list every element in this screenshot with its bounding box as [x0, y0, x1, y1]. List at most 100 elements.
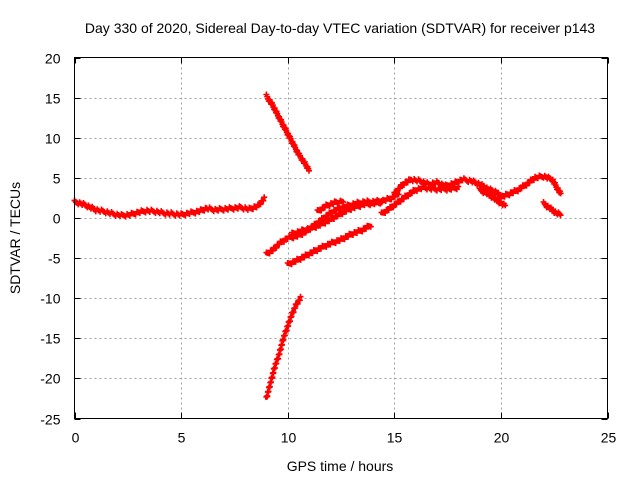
data-point [469, 179, 473, 183]
y-axis-label: SDTVAR / TECUs [7, 182, 23, 294]
data-point [414, 188, 418, 192]
y-tick-label: -10 [40, 291, 60, 307]
data-point [559, 192, 563, 196]
data-point [296, 152, 300, 156]
data-point [533, 176, 537, 180]
data-point [269, 380, 273, 384]
data-point [230, 206, 234, 210]
grid [74, 57, 608, 419]
chart-title: Day 330 of 2020, Sidereal Day-to-day VTE… [85, 20, 595, 36]
data-point [296, 258, 300, 262]
data-point [318, 246, 322, 250]
x-tick-label: 15 [387, 430, 403, 446]
data-point [345, 208, 349, 212]
data-point [264, 94, 268, 98]
data-point [328, 211, 332, 215]
data-point [290, 312, 294, 316]
data-point [503, 204, 507, 208]
data-point [79, 202, 83, 206]
x-tick-label: 0 [72, 430, 80, 446]
data-point [136, 210, 140, 214]
data-point [478, 182, 482, 186]
plot-frame [74, 57, 608, 419]
data-point [548, 206, 552, 210]
data-point [188, 211, 192, 215]
data-point [456, 185, 460, 189]
data-point [307, 168, 311, 172]
data-point [239, 206, 243, 210]
data-point [303, 161, 307, 165]
data-point [94, 208, 98, 212]
data-point [524, 182, 528, 186]
data-point [350, 232, 354, 236]
y-tick-label: -5 [48, 251, 61, 267]
data-point [145, 209, 149, 213]
data-point [256, 204, 260, 208]
data-point [281, 336, 285, 340]
y-tick-label: -25 [40, 412, 60, 428]
data-point [499, 195, 503, 199]
data-point [369, 223, 373, 227]
data-point [516, 188, 520, 192]
y-tick-label: 0 [53, 211, 61, 227]
data-point [443, 184, 447, 188]
data-point [286, 262, 290, 266]
data-point [162, 211, 166, 215]
data-point [559, 213, 563, 217]
series-sat-track-6 [289, 197, 385, 238]
x-axis-label: GPS time / hours [287, 458, 394, 474]
data-point [213, 208, 217, 212]
data-point [422, 185, 426, 189]
axis-ticks: 0 5 10 15 20 25 -25 -20 -15 -10 -5 0 5 10 15 20 [40, 51, 616, 446]
data-point [554, 211, 558, 215]
data-point [339, 238, 343, 242]
series-sat-track-5 [284, 222, 374, 268]
data-point [452, 181, 456, 185]
data-point [392, 192, 396, 196]
data-point [337, 213, 341, 217]
data-point [171, 212, 175, 216]
data-point [397, 200, 401, 204]
data-point [271, 248, 275, 252]
data-point [179, 213, 183, 217]
y-tick-label: -20 [40, 371, 60, 387]
data-point [316, 224, 320, 228]
data-point [401, 182, 405, 186]
data-point [286, 236, 290, 240]
data-point [316, 210, 320, 214]
data-point [542, 174, 546, 178]
data-point [380, 200, 384, 204]
data-point [286, 324, 290, 328]
data-point [333, 201, 337, 205]
data-point [247, 207, 251, 211]
point-markers [314, 197, 347, 214]
series-sat-track-7 [314, 197, 347, 214]
data-point [85, 204, 89, 208]
data-point [388, 206, 392, 210]
data-point [264, 252, 268, 256]
data-point [273, 364, 277, 368]
series-sat-track-1 [71, 194, 268, 220]
data-point [461, 177, 465, 181]
series-sat-track-2 [263, 91, 312, 174]
series-sat-track-9 [391, 172, 564, 202]
data-point [205, 206, 209, 210]
data-point [371, 202, 375, 206]
data-point [284, 128, 288, 132]
y-tick-label: 20 [45, 51, 61, 67]
data-points [71, 91, 564, 400]
data-point [277, 352, 281, 356]
data-point [550, 177, 554, 181]
x-tick-label: 25 [601, 430, 617, 446]
data-point [388, 197, 392, 201]
x-tick-label: 10 [281, 430, 297, 446]
data-point [290, 140, 294, 144]
data-point [495, 198, 499, 202]
data-point [507, 192, 511, 196]
data-point [294, 303, 298, 307]
data-point [418, 179, 422, 183]
data-point [102, 210, 106, 214]
data-point [426, 182, 430, 186]
